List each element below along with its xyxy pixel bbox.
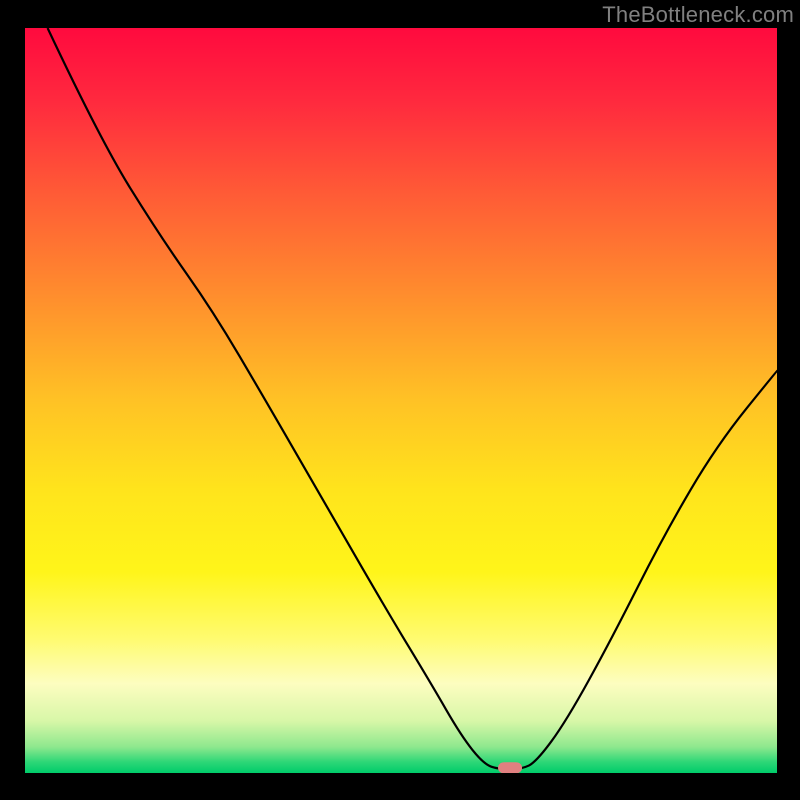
- watermark-text: TheBottleneck.com: [602, 2, 794, 28]
- gradient-background: [25, 28, 777, 773]
- optimal-marker: [498, 762, 522, 773]
- bottleneck-chart: [0, 0, 800, 800]
